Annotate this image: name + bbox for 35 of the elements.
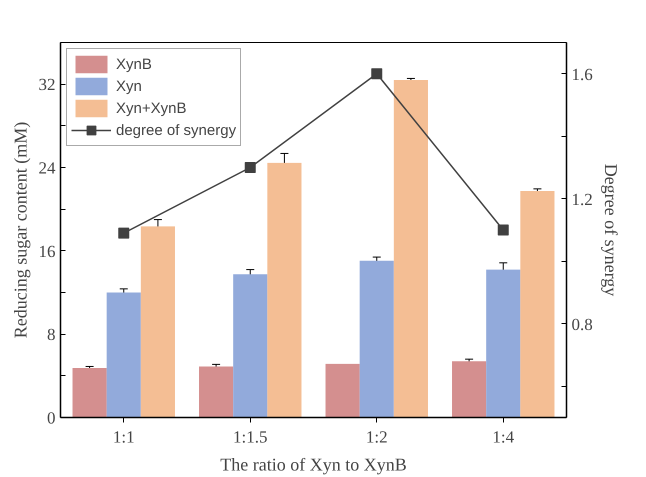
y-tick-label: 24 xyxy=(38,158,56,178)
bar xyxy=(199,366,234,418)
bar xyxy=(72,368,107,418)
bar xyxy=(326,364,360,418)
x-axis-title: The ratio of Xyn to XynB xyxy=(220,454,407,474)
legend-label: degree of synergy xyxy=(116,122,236,138)
bar xyxy=(394,80,428,418)
bar xyxy=(520,190,554,418)
y-tick-label: 16 xyxy=(38,242,56,261)
y2-tick-label: 1.2 xyxy=(572,190,593,209)
bar xyxy=(360,260,394,418)
y-tick-label: 8 xyxy=(47,325,56,344)
bar xyxy=(452,361,486,418)
bar xyxy=(233,274,268,418)
legend-label: XynB xyxy=(116,56,152,72)
bar xyxy=(140,226,175,418)
legend-label: Xyn+XynB xyxy=(116,100,186,116)
bar xyxy=(106,292,141,418)
y2-tick-label: 1.6 xyxy=(572,64,593,84)
point xyxy=(244,162,256,173)
x-tick-label: 1:1 xyxy=(112,428,135,446)
y-tick-label: 32 xyxy=(38,75,56,94)
bar xyxy=(267,162,302,418)
legend-label: Xyn xyxy=(116,78,142,94)
y2-axis-title: Degree of synergy xyxy=(600,164,621,296)
y-axis-title: Reducing sugar content (mM) xyxy=(10,122,30,338)
bar xyxy=(486,270,520,418)
x-tick-label: 1:1.5 xyxy=(233,428,268,446)
x-tick-label: 1:4 xyxy=(492,428,515,446)
y-tick-label: 0 xyxy=(47,408,56,428)
point xyxy=(498,224,509,236)
point xyxy=(118,228,130,239)
x-tick-label: 1:2 xyxy=(366,428,388,446)
point xyxy=(371,68,382,80)
y2-tick-label: 0.8 xyxy=(572,314,593,334)
